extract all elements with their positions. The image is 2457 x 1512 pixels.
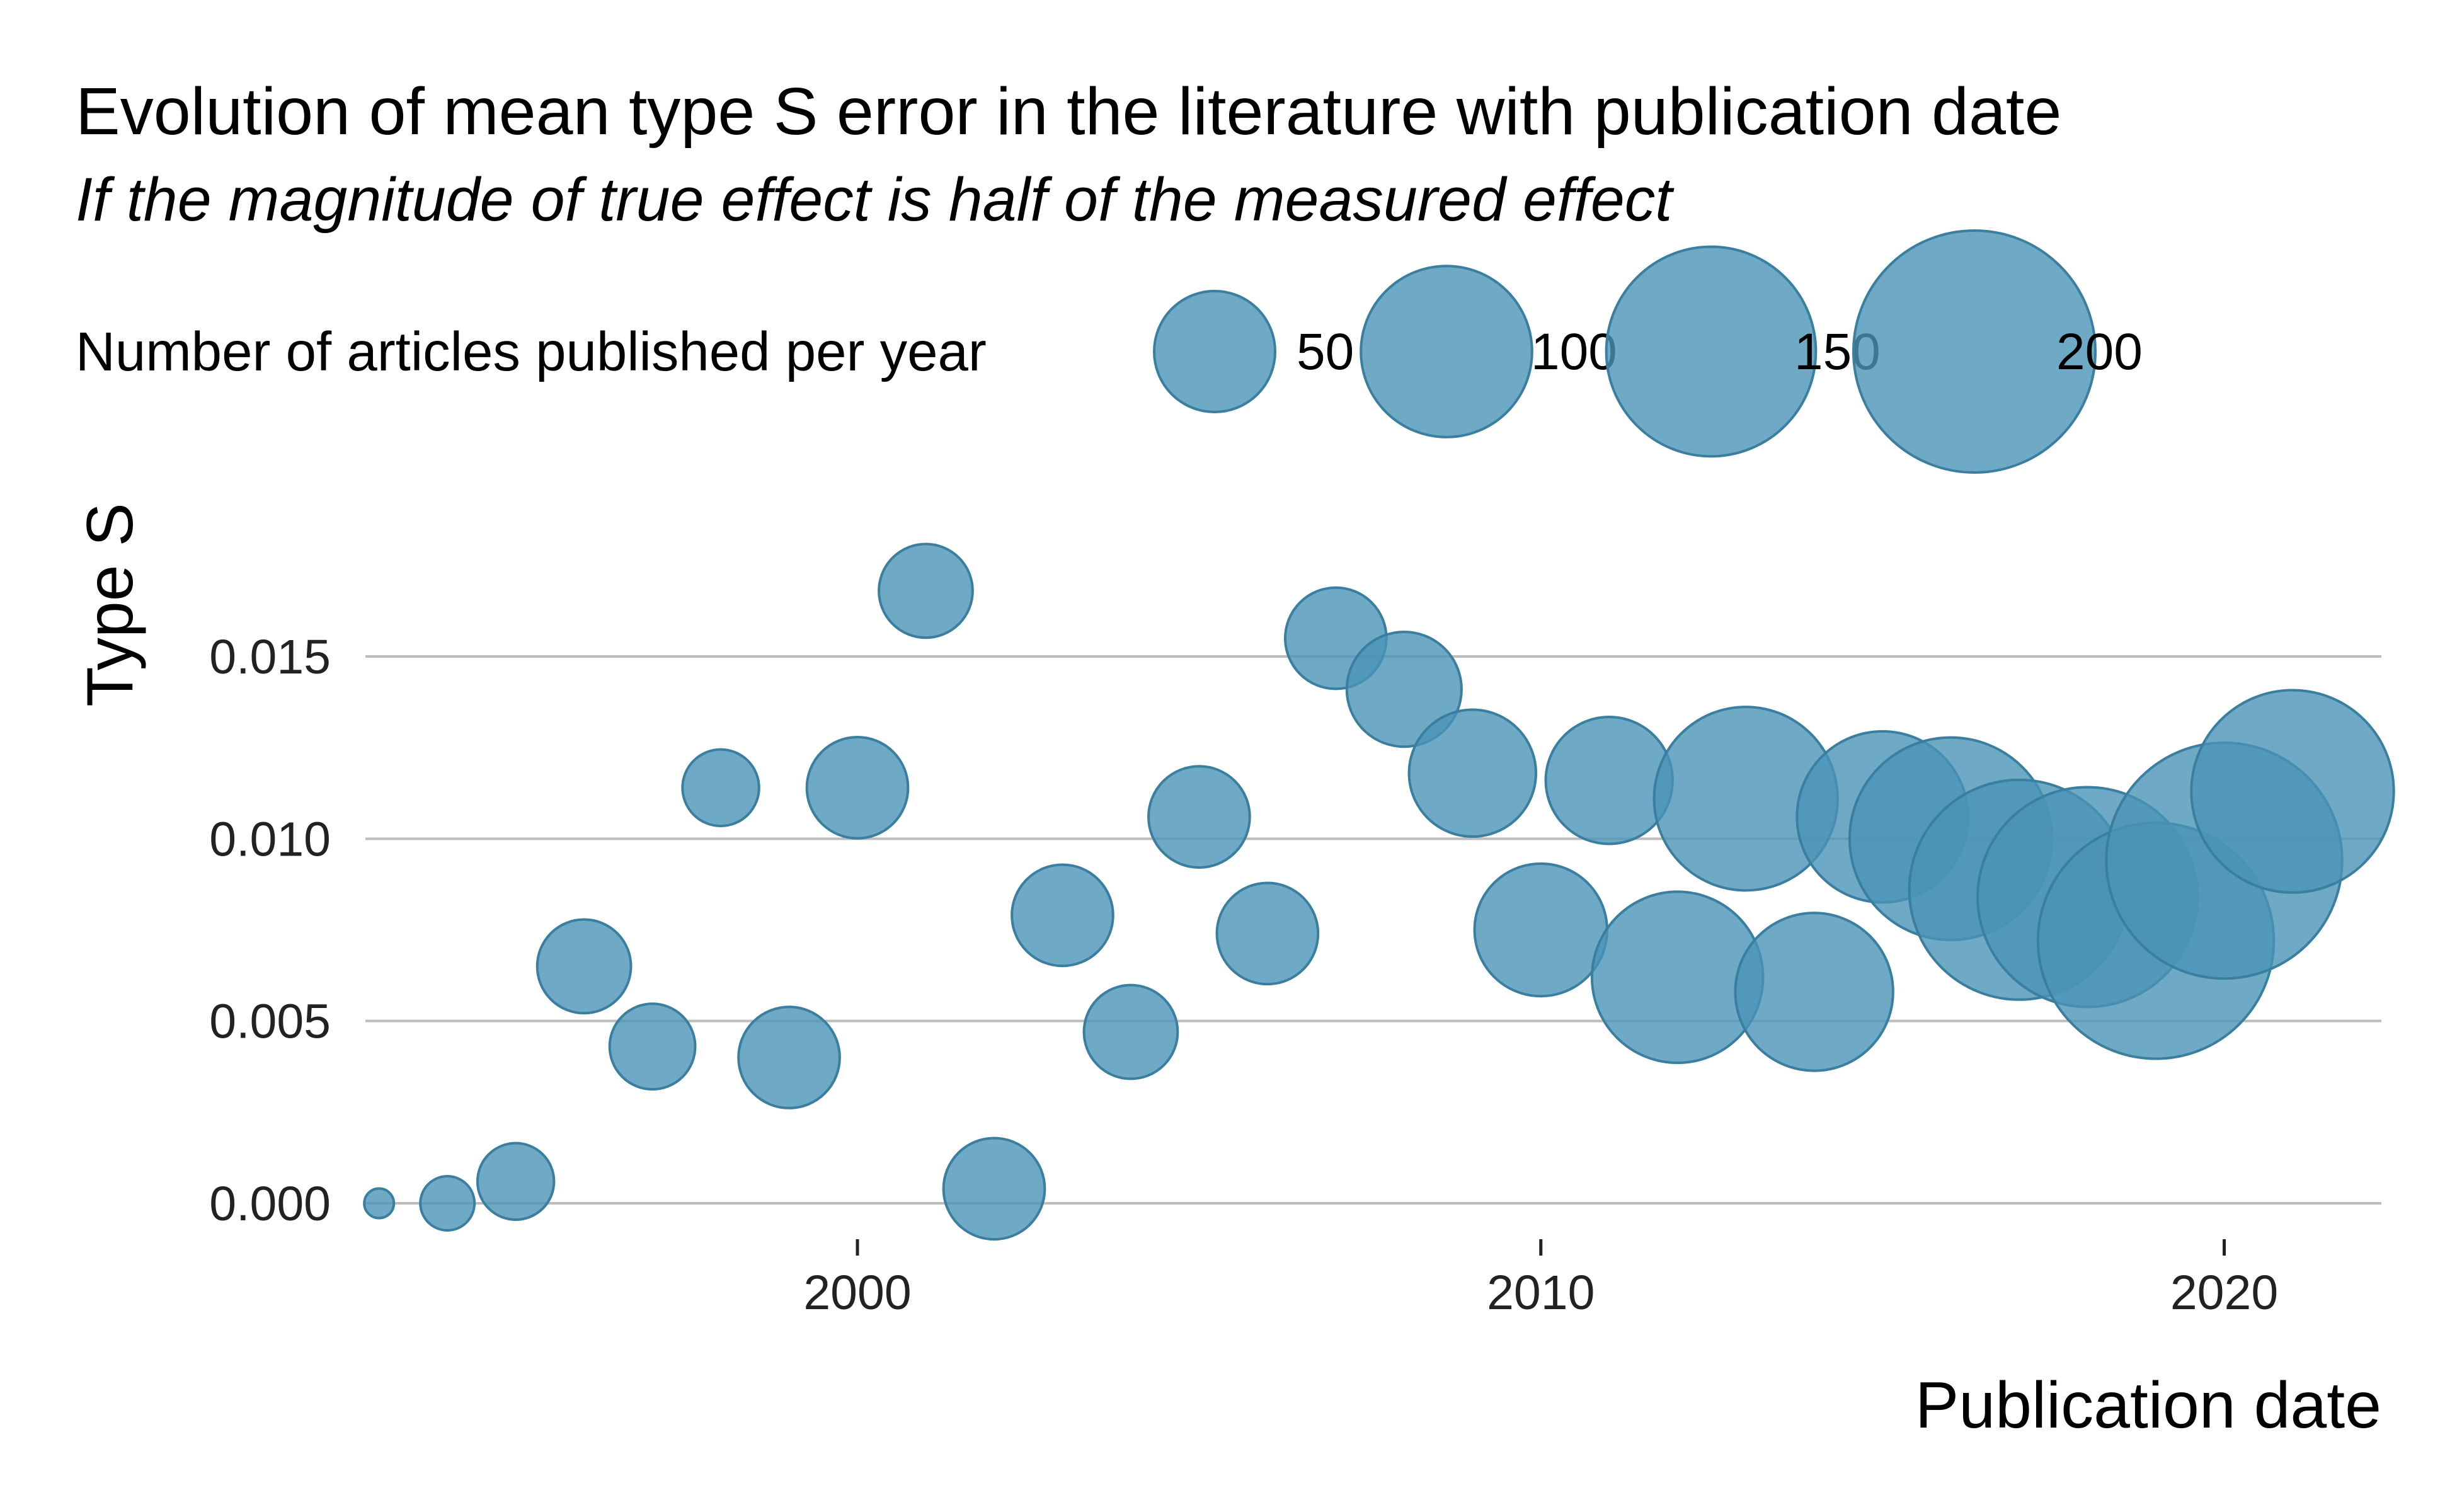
x-axis-ticks: 2000 2010 2020	[803, 1239, 2278, 1320]
data-point	[419, 1175, 476, 1232]
y-tick-label: 0.015	[209, 630, 331, 684]
legend-size-key	[1605, 245, 1818, 458]
legend-size-label: 100	[1531, 323, 1617, 381]
y-tick-label: 0.005	[209, 995, 331, 1049]
data-point	[1407, 708, 1538, 838]
data-point	[608, 1002, 697, 1091]
y-axis-ticks: 0.000 0.005 0.010 0.015	[209, 630, 331, 1231]
legend-size-key	[1152, 289, 1277, 414]
data-point	[536, 918, 633, 1015]
data-point	[1345, 631, 1463, 748]
data-point	[476, 1142, 556, 1222]
x-tick-label: 2020	[2170, 1266, 2278, 1320]
chart-title: Evolution of mean type S error in the li…	[76, 74, 2061, 149]
data-point	[1544, 716, 1674, 845]
legend-title: Number of articles published per year	[76, 321, 987, 382]
data-point	[1215, 881, 1320, 986]
data-point	[1011, 863, 1114, 968]
legend-size-label: 200	[2056, 323, 2143, 381]
data-point	[363, 1187, 396, 1220]
y-tick-label: 0.010	[209, 812, 331, 866]
data-point	[942, 1137, 1046, 1241]
data-point	[1734, 912, 1894, 1072]
legend-size-key	[1852, 229, 2097, 474]
data-point	[1082, 983, 1179, 1080]
data-point	[1473, 862, 1608, 998]
data-point	[878, 542, 974, 639]
data-point	[1147, 765, 1251, 869]
x-tick-label: 2000	[803, 1266, 911, 1320]
data-point	[737, 1005, 841, 1109]
x-tick-label: 2010	[1487, 1266, 1595, 1320]
y-axis-label: Type S	[74, 503, 147, 707]
legend-size-key	[1360, 265, 1533, 438]
data-point	[681, 748, 760, 828]
legend: Number of articles published per year 50…	[76, 229, 2143, 474]
chart-subtitle: If the magnitude of true effect is half …	[76, 165, 1675, 234]
data-point	[2190, 689, 2395, 894]
legend-size-label: 50	[1297, 323, 1354, 381]
y-tick-label: 0.000	[209, 1177, 331, 1231]
data-points	[363, 542, 2395, 1241]
x-axis-label: Publication date	[1915, 1369, 2381, 1442]
data-point	[805, 735, 910, 840]
